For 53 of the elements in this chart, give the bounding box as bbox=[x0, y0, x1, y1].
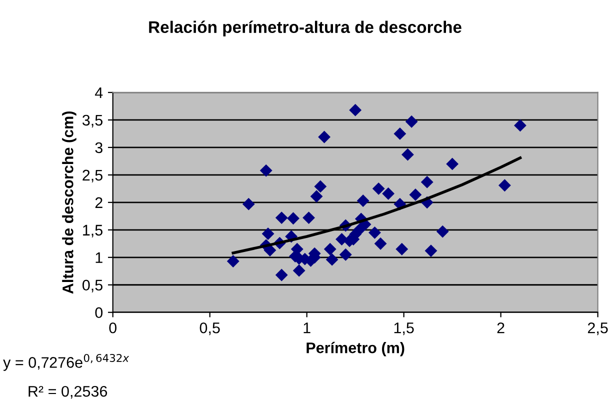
point bbox=[396, 242, 408, 256]
y-tick-label: 3 bbox=[95, 142, 102, 154]
y-tick-label: 2,5 bbox=[82, 170, 102, 182]
point bbox=[405, 115, 418, 128]
point bbox=[498, 179, 511, 192]
y-tick-label: 2 bbox=[95, 197, 102, 208]
y-tick-label: 3,5 bbox=[82, 114, 102, 128]
text: y = 0,7276e$^{0,6432x}$ bbox=[3, 354, 130, 371]
chart-title: Relación perímetro-altura de descorche bbox=[149, 20, 462, 36]
point bbox=[287, 212, 300, 225]
x-tick-label: 0,5 bbox=[200, 322, 220, 336]
point bbox=[368, 226, 381, 239]
point bbox=[275, 268, 288, 282]
point bbox=[446, 158, 459, 170]
point bbox=[310, 190, 323, 203]
point bbox=[372, 182, 385, 195]
point bbox=[275, 212, 288, 224]
point bbox=[302, 212, 315, 224]
y-tick-label: 0 bbox=[95, 307, 103, 318]
point bbox=[314, 180, 327, 193]
text: R² = 0,2536 bbox=[28, 386, 108, 399]
point bbox=[420, 176, 434, 188]
point bbox=[356, 194, 370, 207]
y-axis-title: Altura de descorche (cm) bbox=[62, 111, 76, 294]
point bbox=[349, 104, 362, 116]
point bbox=[424, 244, 438, 258]
x-tick-label: 1,5 bbox=[394, 322, 414, 336]
point bbox=[260, 164, 272, 177]
x-tick-label: 2,5 bbox=[588, 322, 608, 336]
point bbox=[264, 244, 276, 256]
point bbox=[326, 253, 338, 266]
y-tick-label: 0,5 bbox=[82, 280, 102, 292]
point bbox=[226, 255, 240, 268]
point bbox=[242, 198, 255, 210]
point bbox=[339, 248, 352, 261]
y-tick-label: 4 bbox=[94, 88, 103, 98]
point bbox=[318, 130, 330, 144]
point bbox=[394, 127, 406, 140]
y-tick-label: 1 bbox=[96, 252, 102, 263]
point bbox=[324, 242, 336, 256]
x-tick-label: 1 bbox=[304, 322, 310, 334]
point bbox=[401, 148, 414, 161]
point bbox=[292, 264, 306, 277]
y-tick-label: 1,5 bbox=[83, 224, 102, 238]
x-axis-title: Perímetro (m) bbox=[306, 342, 404, 356]
point bbox=[436, 225, 449, 238]
point bbox=[382, 187, 395, 200]
x-tick-label: 0 bbox=[109, 322, 116, 334]
point bbox=[514, 119, 526, 132]
point bbox=[262, 228, 274, 240]
point bbox=[374, 237, 387, 250]
point bbox=[409, 188, 422, 201]
x-tick-label: 2 bbox=[497, 322, 504, 334]
